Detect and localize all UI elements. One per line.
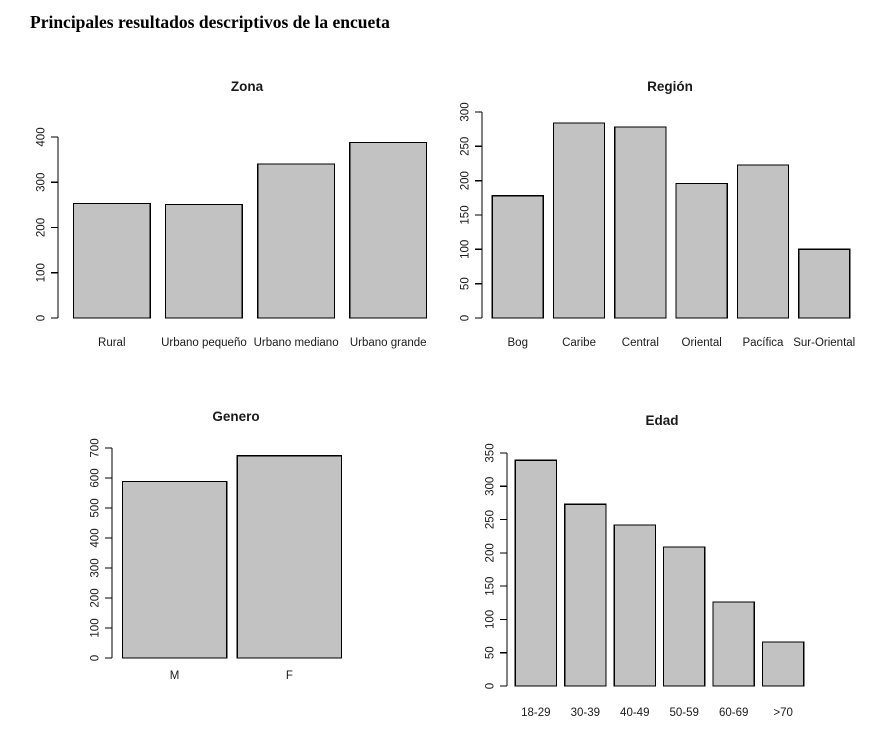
y-tick-label: 250 bbox=[485, 510, 497, 529]
y-tick-label: 0 bbox=[36, 315, 48, 321]
bar-region-0 bbox=[491, 195, 544, 319]
bar-region-2 bbox=[614, 126, 667, 319]
y-tick-label: 400 bbox=[90, 528, 102, 547]
y-tick-label: 300 bbox=[485, 477, 497, 496]
y-tick-label: 300 bbox=[90, 558, 102, 577]
bar-region-5 bbox=[798, 248, 851, 319]
y-tick-label: 200 bbox=[460, 171, 472, 190]
category-label: >70 bbox=[773, 707, 793, 719]
chart-panel-zona: Zona 0 100 200 300 400 Rural Urbano pequeño Urba… bbox=[36, 79, 428, 349]
y-tick-label: 250 bbox=[460, 137, 472, 156]
page-title: Principales resultados descriptivos de l… bbox=[30, 12, 390, 32]
y-tick-label: 150 bbox=[485, 577, 497, 596]
bar-region-3 bbox=[675, 182, 728, 319]
chart-title: Edad bbox=[645, 413, 678, 428]
bar-edad-3 bbox=[663, 546, 706, 687]
y-tick-label: 300 bbox=[36, 173, 48, 192]
y-tick-label: 400 bbox=[36, 127, 48, 146]
y-tick-label: 500 bbox=[90, 498, 102, 517]
y-tick-label: 100 bbox=[90, 618, 102, 637]
chart-title: Región bbox=[647, 79, 693, 94]
bar-edad-2 bbox=[613, 524, 656, 687]
category-label: 18-29 bbox=[521, 707, 550, 719]
chart-panel-edad: Edad 0 50 100 150 200 250 300 350 18-29 30-39 40-49… bbox=[485, 413, 805, 719]
category-label: Urbano mediano bbox=[254, 337, 339, 349]
y-tick-label: 600 bbox=[90, 468, 102, 487]
category-label: F bbox=[286, 670, 293, 682]
category-label: Sur-Oriental bbox=[793, 337, 855, 349]
bar-region-4 bbox=[736, 164, 790, 319]
y-tick-label: 50 bbox=[460, 277, 472, 290]
category-label: Urbano pequeño bbox=[161, 337, 247, 349]
category-label: Central bbox=[622, 337, 659, 349]
chart-title: Zona bbox=[231, 79, 264, 94]
bar-edad-1 bbox=[564, 503, 607, 687]
bar-zona-0 bbox=[72, 202, 151, 319]
bar-genero-1 bbox=[236, 455, 343, 659]
y-tick-label: 200 bbox=[90, 588, 102, 607]
y-tick-label: 350 bbox=[485, 443, 497, 462]
y-tick-label: 200 bbox=[485, 543, 497, 562]
category-label: Oriental bbox=[682, 337, 722, 349]
y-tick-label: 700 bbox=[90, 438, 102, 457]
category-label: Bog bbox=[508, 337, 528, 349]
category-label: Urbano grande bbox=[350, 337, 427, 349]
y-tick-label: 100 bbox=[460, 240, 472, 259]
category-label: M bbox=[170, 670, 180, 682]
y-tick-label: 100 bbox=[485, 610, 497, 629]
chart-panel-region: Región 0 50 100 150 200 250 300 Bog Caribe Central… bbox=[460, 79, 856, 349]
bar-edad-4 bbox=[712, 601, 755, 687]
y-tick-label: 150 bbox=[460, 205, 472, 224]
category-label: 30-39 bbox=[571, 707, 600, 719]
bar-zona-1 bbox=[164, 203, 243, 319]
y-tick-label: 200 bbox=[36, 218, 48, 237]
chart-title: Genero bbox=[212, 409, 259, 424]
bar-edad-0 bbox=[514, 459, 558, 687]
bar-zona-2 bbox=[257, 163, 336, 319]
bar-region-1 bbox=[552, 122, 606, 319]
category-label: Rural bbox=[98, 337, 125, 349]
y-tick-label: 0 bbox=[90, 655, 102, 661]
y-tick-label: 0 bbox=[485, 683, 497, 689]
category-label: 40-49 bbox=[620, 707, 649, 719]
category-label: 60-69 bbox=[719, 707, 748, 719]
y-tick-label: 50 bbox=[485, 646, 497, 659]
bar-genero-0 bbox=[121, 481, 228, 659]
y-tick-label: 100 bbox=[36, 263, 48, 282]
y-tick-label: 0 bbox=[460, 315, 472, 321]
category-label: Caribe bbox=[562, 337, 596, 349]
bar-zona-3 bbox=[349, 141, 428, 319]
y-tick-label: 300 bbox=[460, 102, 472, 121]
category-label: 50-59 bbox=[670, 707, 699, 719]
chart-panel-genero: Genero 0 100 200 300 400 500 600 700 M F bbox=[90, 409, 343, 682]
category-label: Pacífica bbox=[742, 337, 784, 349]
bar-edad-5 bbox=[761, 641, 805, 687]
